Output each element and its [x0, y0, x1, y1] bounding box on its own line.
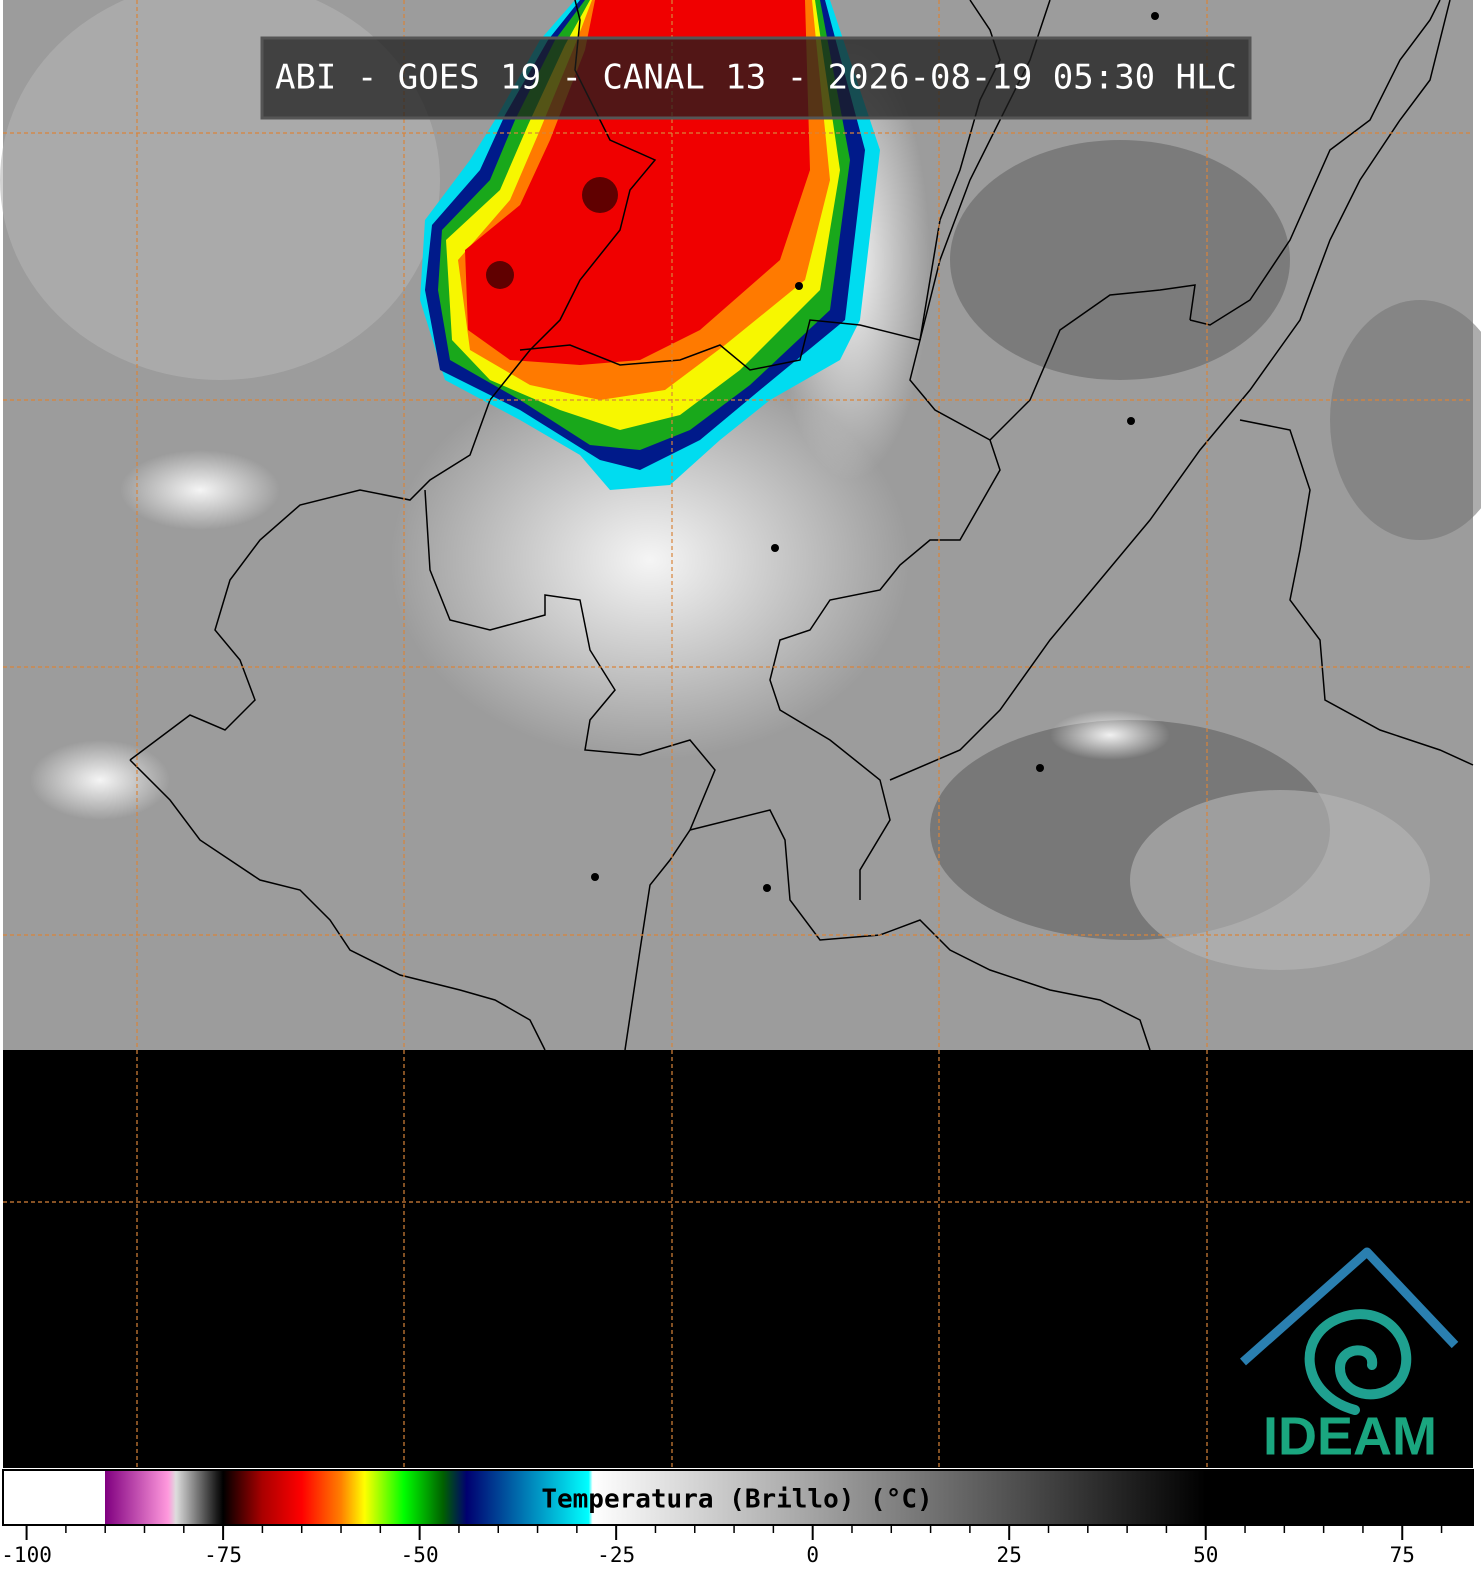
- tick-label: -50: [401, 1543, 439, 1567]
- no-data-area: [3, 1050, 1473, 1468]
- cities: [591, 12, 1159, 892]
- tick-label: 25: [997, 1543, 1022, 1567]
- tick-label: 50: [1193, 1543, 1218, 1567]
- title-box: [260, 36, 1252, 120]
- colorbar-label: Temperatura (Brillo) (°C): [541, 1485, 932, 1515]
- graticule: [3, 0, 1473, 1468]
- title: ABI - GOES 19 - CANAL 13 - 2026-08-19 05…: [275, 58, 1237, 98]
- logo: IDEAM: [1240, 1247, 1459, 1466]
- colorbar: [2, 1469, 1474, 1526]
- tick-label: -100: [1, 1543, 52, 1567]
- borders: [129, 0, 1474, 1051]
- tick-label: -75: [204, 1543, 242, 1567]
- logo-text: IDEAM: [1263, 1406, 1437, 1466]
- tick-label: 75: [1390, 1543, 1415, 1567]
- tick-label: 0: [806, 1543, 819, 1567]
- tick-label: -25: [597, 1543, 635, 1567]
